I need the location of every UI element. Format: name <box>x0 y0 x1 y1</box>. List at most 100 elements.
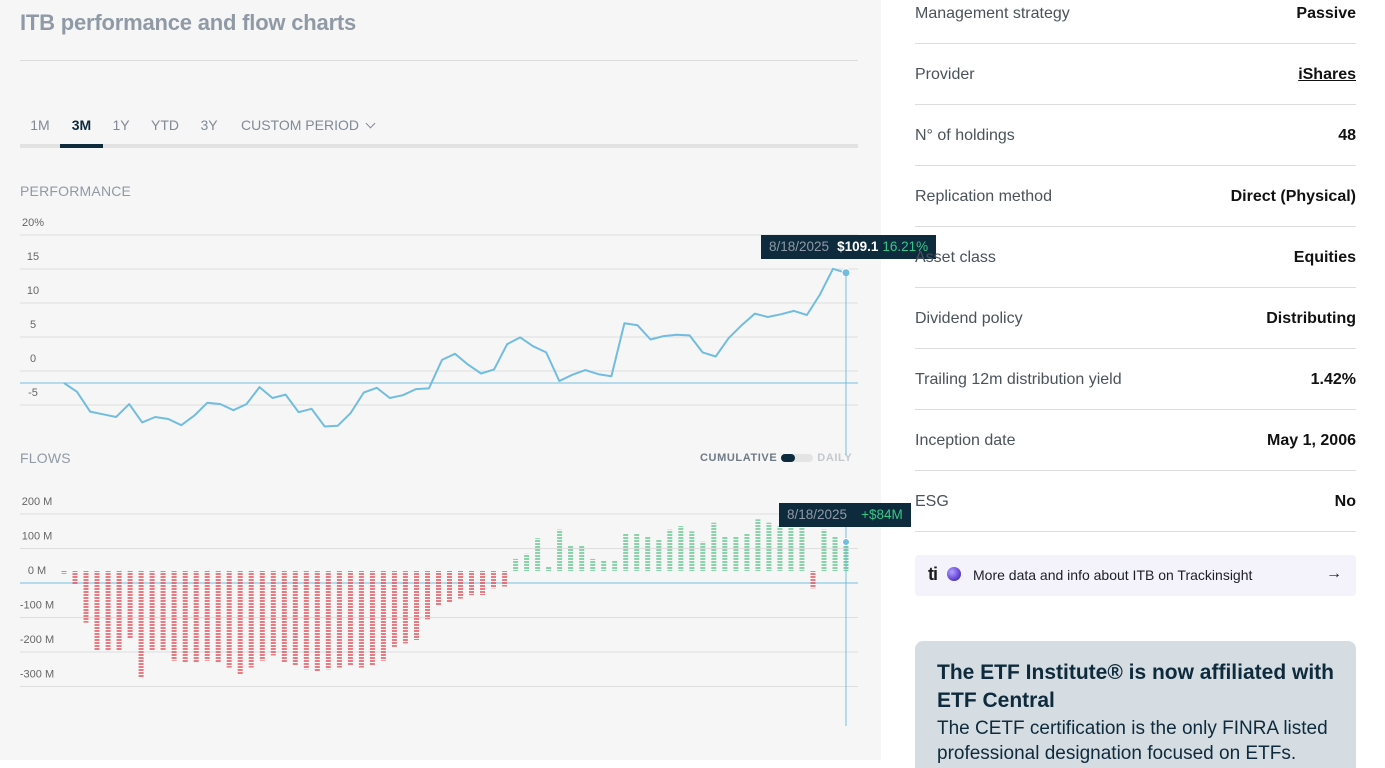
flows-bar <box>623 533 629 571</box>
flows-y-tick: 100 M <box>22 531 53 543</box>
flows-bar <box>347 571 353 666</box>
performance-y-tick: 20% <box>22 217 44 229</box>
info-label: N° of holdings <box>915 127 1015 144</box>
flows-bar <box>61 571 67 574</box>
performance-y-tick: -5 <box>28 387 38 399</box>
flows-y-tick: 200 M <box>22 496 53 508</box>
performance-y-tick: 5 <box>30 319 36 331</box>
period-tabs: 1M 3M 1Y YTD 3Y CUSTOM PERIOD <box>20 112 858 148</box>
performance-tooltip-change: 16.21% <box>882 239 929 254</box>
info-row-management-strategy: Management strategy Passive <box>915 0 1356 44</box>
flows-tooltip: 8/18/2025 +$84M <box>779 503 911 527</box>
flows-bar <box>83 571 89 623</box>
flows-bar <box>678 526 684 571</box>
info-row-dividend-policy: Dividend policy Distributing <box>915 288 1356 349</box>
flows-bar <box>380 571 386 661</box>
flows-bar <box>524 553 530 572</box>
flows-bar <box>391 571 397 647</box>
cumulative-daily-toggle[interactable]: CUMULATIVE DAILY <box>700 452 852 466</box>
flows-bar <box>689 531 695 571</box>
flows-bar <box>425 571 430 620</box>
flows-bar <box>237 571 243 675</box>
info-label: Dividend policy <box>915 310 1023 327</box>
tab-3m[interactable]: 3M <box>71 117 92 133</box>
performance-label: PERFORMANCE <box>20 183 132 199</box>
performance-y-tick: 15 <box>27 251 39 263</box>
info-value: No <box>1334 493 1356 510</box>
flows-bar <box>700 541 706 571</box>
flows-bar <box>436 571 441 606</box>
flows-bar <box>667 529 673 571</box>
flows-bar <box>810 571 816 589</box>
info-row-inception-date: Inception date May 1, 2006 <box>915 410 1356 471</box>
trackinsight-text: More data and info about ITB on Trackins… <box>973 567 1253 583</box>
flows-tooltip-date: 8/18/2025 <box>787 507 848 522</box>
flows-bar <box>480 571 485 596</box>
tab-1m[interactable]: 1M <box>30 117 50 133</box>
info-label: Provider <box>915 66 975 83</box>
flows-bar <box>612 560 618 571</box>
info-row-holdings: N° of holdings 48 <box>915 105 1356 166</box>
cetf-body: The CETF certification is the only FINRA… <box>937 718 1328 764</box>
performance-line <box>63 267 847 428</box>
flows-bar <box>601 560 607 571</box>
flows-bar <box>799 522 805 571</box>
flows-bar <box>722 536 728 571</box>
flows-bar <box>491 571 496 589</box>
toggle-cumulative-label: CUMULATIVE <box>700 452 778 464</box>
flows-bar <box>149 571 155 651</box>
flows-bar <box>325 571 331 670</box>
page-title: ITB performance and flow charts <box>20 10 357 35</box>
flows-bar <box>821 529 827 571</box>
toggle-switch[interactable] <box>781 454 814 463</box>
flows-bar <box>733 536 739 571</box>
cetf-promo[interactable]: The ETF Institute® is now affiliated wit… <box>915 641 1356 768</box>
flows-bar <box>215 571 221 663</box>
flows-hover-point <box>842 538 850 546</box>
flows-bar <box>270 571 276 656</box>
performance-tooltip: 8/18/2025 $109.1 16.21% <box>761 235 937 259</box>
toggle-knob <box>781 454 796 463</box>
flows-bar <box>447 571 452 602</box>
flows-bar <box>832 536 838 571</box>
flows-bar <box>94 571 100 651</box>
provider-link[interactable]: iShares <box>1298 66 1356 83</box>
charts-panel: ITB performance and flow charts 1M 3M 1Y… <box>20 10 858 466</box>
flows-bar <box>160 571 166 651</box>
info-value: Equities <box>1293 249 1356 266</box>
flows-bar <box>226 571 232 668</box>
flows-bar <box>402 571 408 644</box>
charts-canvas[interactable]: 20% 15 10 5 0 -5 200 M 100 M 0 M -100 M -200 M -300… <box>0 0 881 760</box>
flows-bar <box>193 571 199 663</box>
flows-y-tick: -200 M <box>20 634 54 646</box>
toggle-daily-label: DAILY <box>817 452 853 464</box>
flows-bar <box>788 508 794 571</box>
info-label: Inception date <box>915 432 1016 449</box>
flows-bar <box>369 571 375 666</box>
title-divider <box>20 60 858 61</box>
flows-y-tick: -100 M <box>20 600 54 612</box>
tab-ytd[interactable]: YTD <box>151 117 179 133</box>
info-value: Direct (Physical) <box>1230 188 1356 205</box>
tab-custom-period[interactable]: CUSTOM PERIOD <box>241 112 381 148</box>
flows-bar <box>579 545 585 571</box>
arrow-right-icon: → <box>1326 565 1342 582</box>
flows-bar <box>458 571 463 599</box>
flows-bar <box>755 519 761 571</box>
active-tab-indicator <box>60 144 103 148</box>
trackinsight-link[interactable]: ti More data and info about ITB on Track… <box>915 555 1356 596</box>
performance-tooltip-price: $109.1 <box>837 239 879 254</box>
globe-icon <box>947 567 961 581</box>
tab-3y[interactable]: 3Y <box>200 117 218 133</box>
flows-y-tick: -300 M <box>20 669 54 681</box>
flows-bar <box>414 571 419 640</box>
flows-bar <box>204 571 210 661</box>
flows-bar <box>127 571 133 639</box>
flows-bar <box>358 571 364 668</box>
flows-bar <box>281 571 287 663</box>
info-row-esg: ESG No <box>915 471 1356 532</box>
info-row-asset-class: Asset class Equities <box>915 227 1356 288</box>
tab-1y[interactable]: 1Y <box>112 117 130 133</box>
info-value: May 1, 2006 <box>1267 432 1356 449</box>
flows-bar <box>248 571 254 668</box>
